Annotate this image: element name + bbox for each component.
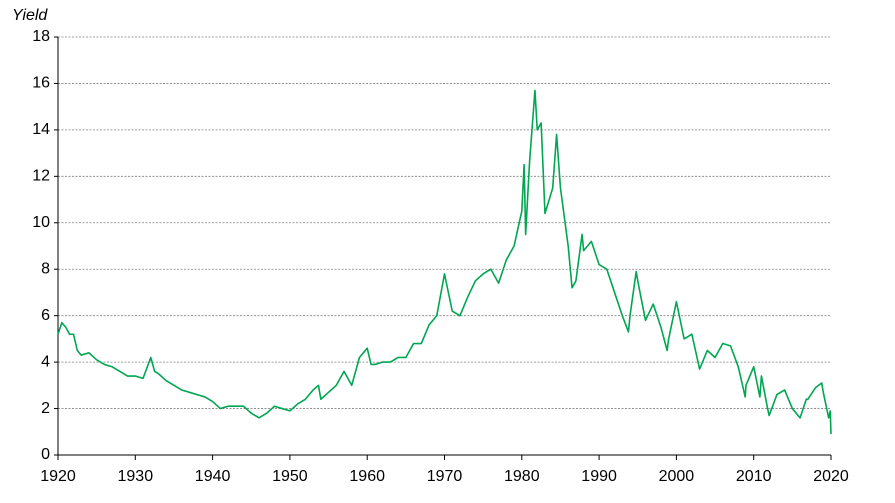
y-tick-label: 16 xyxy=(32,75,50,92)
y-tick-label: 10 xyxy=(32,214,50,231)
data-line xyxy=(57,89,832,435)
y-tick-label: 8 xyxy=(41,260,50,277)
y-tick-label: 6 xyxy=(41,307,50,324)
x-tick-label: 1920 xyxy=(40,468,76,485)
x-tick-label: 1950 xyxy=(272,468,308,485)
x-tick-label: 1940 xyxy=(195,468,231,485)
x-tick-label: 1930 xyxy=(118,468,154,485)
y-tick-label: 4 xyxy=(41,353,50,370)
y-tick-label: 0 xyxy=(41,446,50,463)
x-tick-label: 1960 xyxy=(349,468,385,485)
x-tick-label: 2000 xyxy=(659,468,695,485)
y-tick-label: 12 xyxy=(32,168,50,185)
x-tick-label: 2010 xyxy=(736,468,772,485)
y-tick-label: 2 xyxy=(41,400,50,417)
x-tick-label: 1990 xyxy=(581,468,617,485)
y-axis-label: Yield xyxy=(12,7,48,24)
y-tick-label: 14 xyxy=(32,121,50,138)
x-tick-label: 1970 xyxy=(427,468,463,485)
x-tick-label: 1980 xyxy=(504,468,540,485)
y-tick-label: 18 xyxy=(32,28,50,45)
x-tick-label: 2020 xyxy=(813,468,849,485)
